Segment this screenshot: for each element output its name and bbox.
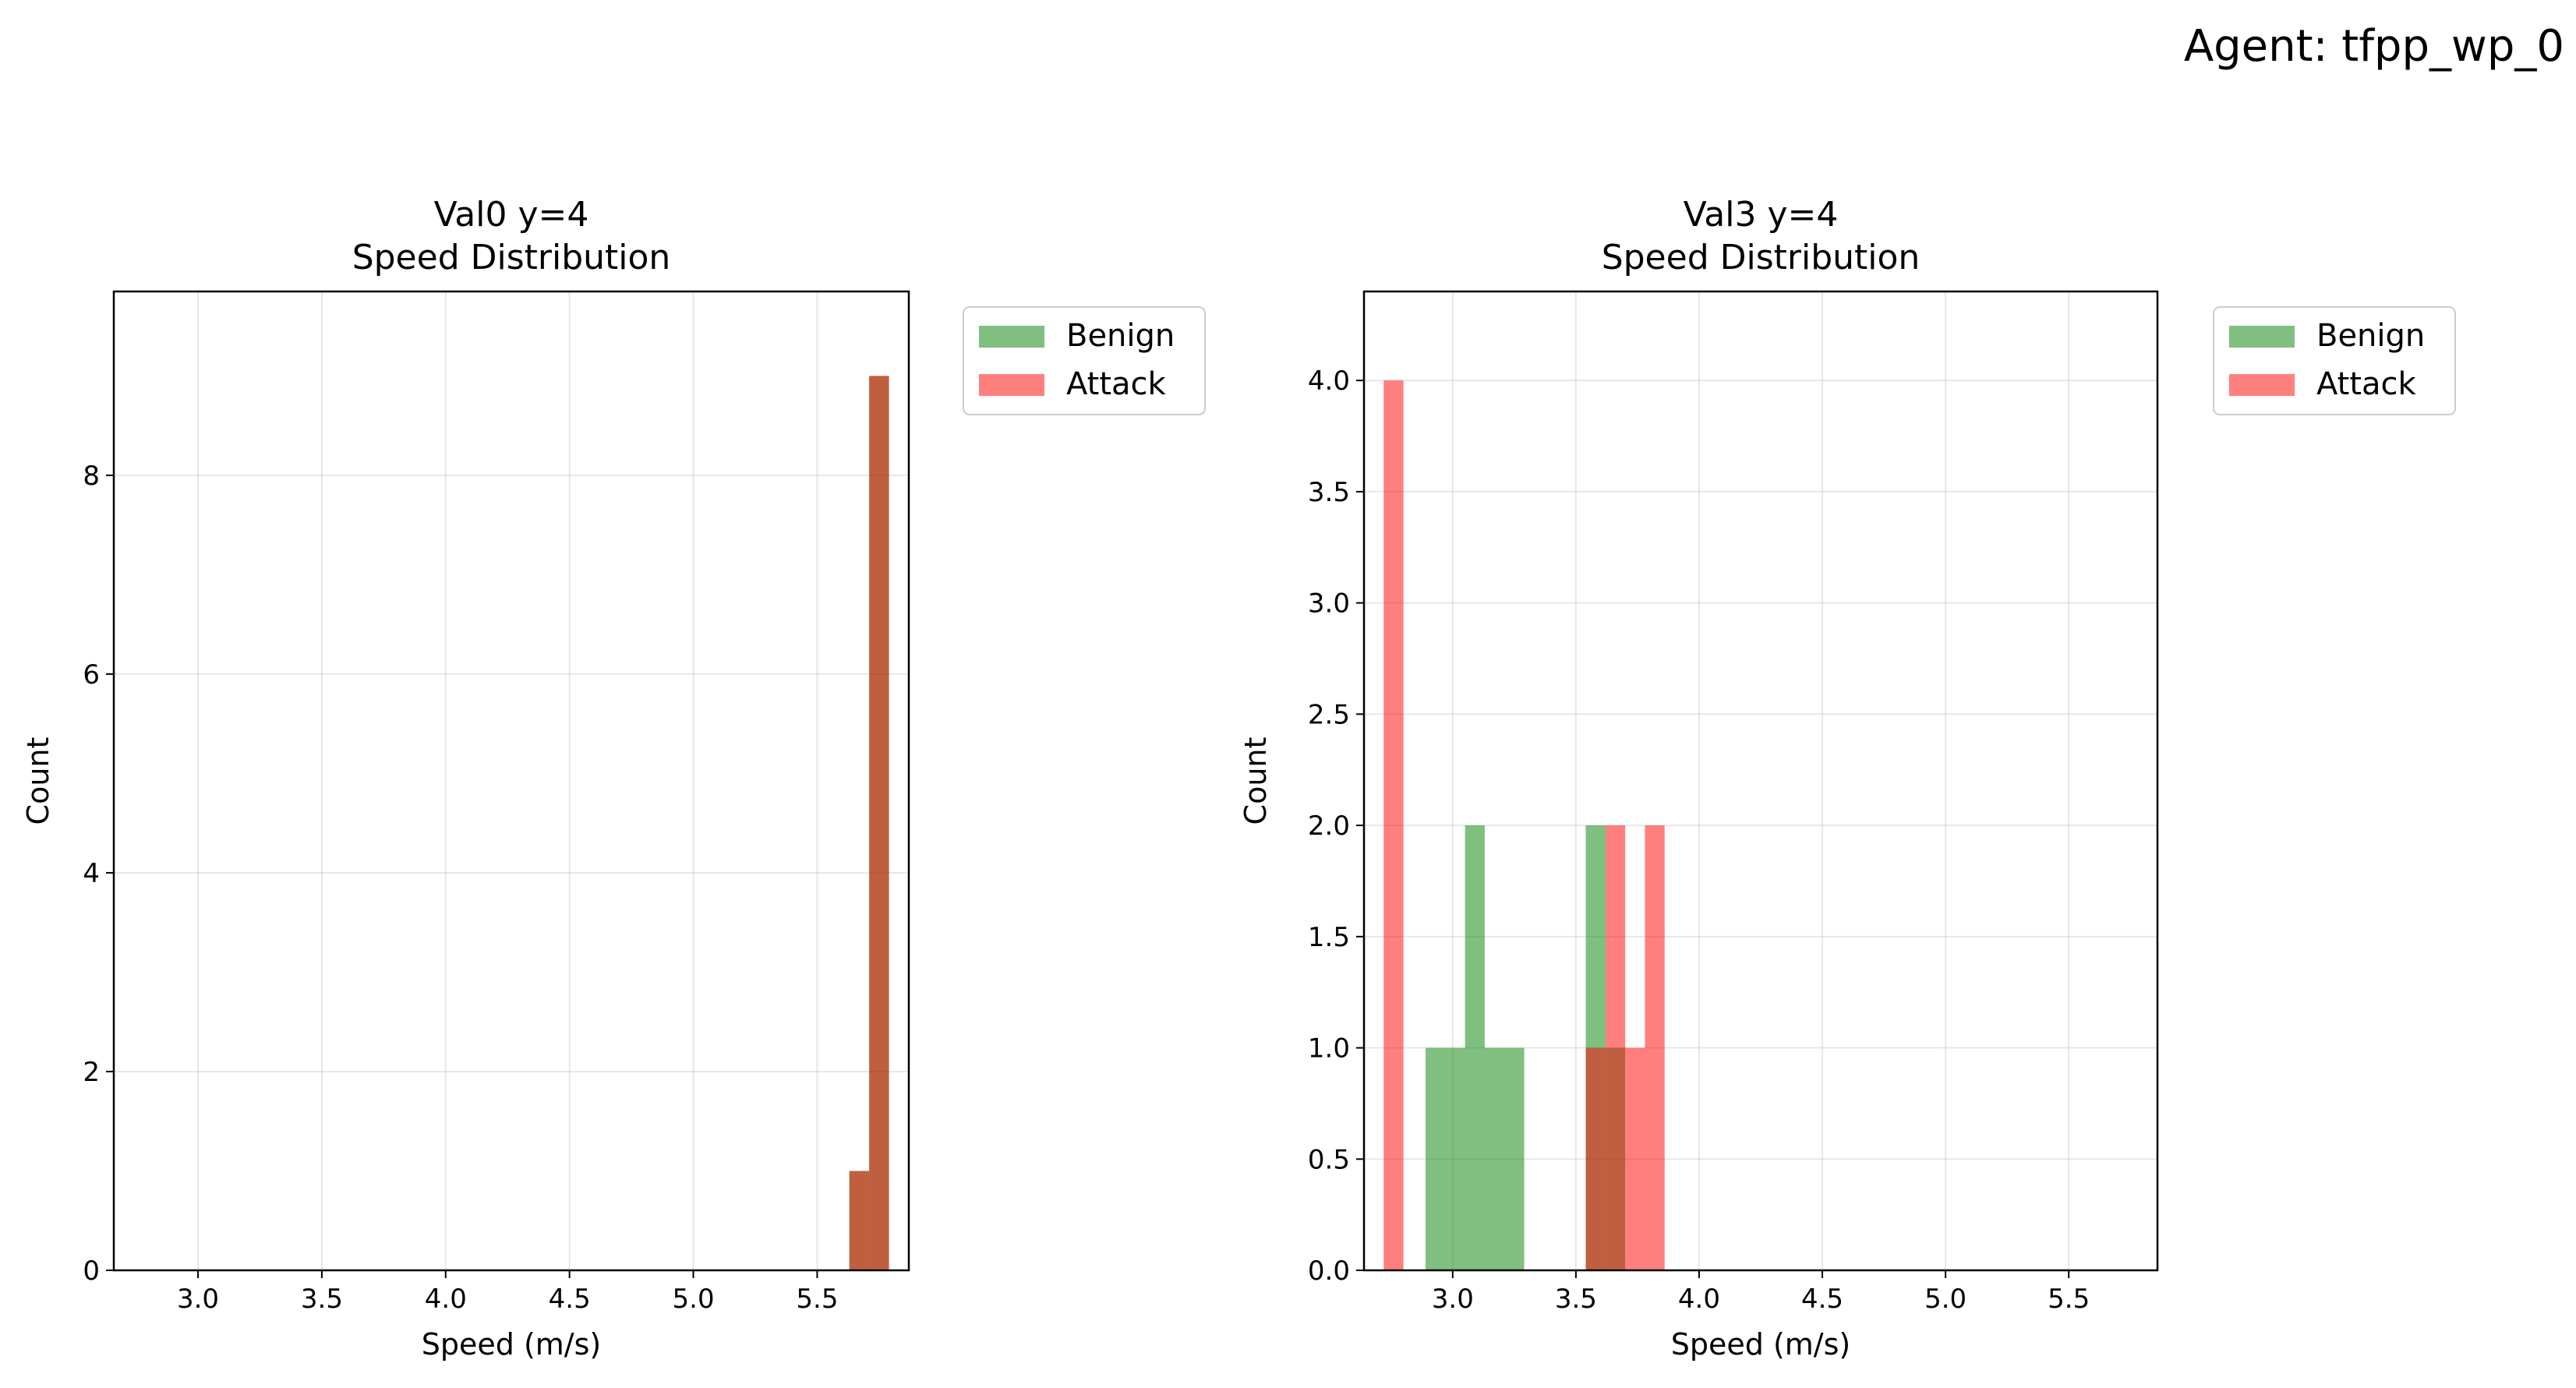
x-tick-label: 4.5	[549, 1284, 591, 1315]
x-tick-label: 3.5	[301, 1284, 343, 1315]
figure-suptitle: Agent: tfpp_wp_0	[2184, 21, 2564, 72]
bar-attack	[1625, 1047, 1645, 1270]
bar-attack	[1383, 380, 1404, 1270]
subplot-title-line2: Speed Distribution	[352, 238, 671, 277]
legend-swatch-benign	[2229, 326, 2295, 348]
subplot-title-line1: Val0 y=4	[434, 195, 589, 235]
legend: Benign Attack	[963, 306, 1206, 415]
x-tick-label: 5.5	[2048, 1284, 2090, 1315]
x-tick-label: 3.0	[1432, 1284, 1474, 1315]
legend-swatch-attack	[2229, 374, 2295, 396]
bar-attack	[869, 376, 889, 1271]
subplot-1: 3.0 3.5 4.0 4.5 5.0 5.5 0.0 0.5 1.0 1.5 2.0 2.5 3.0 3…	[1239, 195, 2456, 1362]
y-tick-label: 0.5	[1308, 1144, 1350, 1175]
x-tick-label: 5.0	[1924, 1284, 1966, 1315]
x-axis-label: Speed (m/s)	[422, 1327, 601, 1362]
legend-label-benign: Benign	[2316, 318, 2425, 354]
subplots-container: 3.0 3.5 4.0 4.5 5.0 5.5 0 2 4 6 8 Speed (m/s) Count V…	[21, 195, 2456, 1362]
y-tick-label: 6	[83, 659, 100, 690]
legend-label-attack: Attack	[1066, 366, 1167, 402]
legend-swatch-benign	[979, 326, 1044, 348]
subplot-title-line2: Speed Distribution	[1602, 238, 1921, 277]
y-axis-label: Count	[21, 737, 55, 825]
legend-swatch-attack	[979, 374, 1044, 396]
x-tick-label: 4.0	[425, 1284, 467, 1315]
axes-frame	[112, 290, 910, 1272]
x-tick-label: 3.5	[1555, 1284, 1597, 1315]
y-tick-label: 4	[83, 858, 100, 889]
x-tick-label: 5.5	[796, 1284, 838, 1315]
legend-label-benign: Benign	[1066, 318, 1175, 354]
bar-benign	[1484, 1047, 1525, 1270]
subplot-title-line1: Val3 y=4	[1684, 195, 1839, 235]
y-tick-label: 2.5	[1308, 699, 1350, 730]
x-axis-label: Speed (m/s)	[1671, 1327, 1850, 1362]
bar-attack	[1605, 825, 1626, 1270]
x-tick-label: 3.0	[177, 1284, 219, 1315]
x-tick-label: 4.0	[1678, 1284, 1720, 1315]
y-tick-label: 1.5	[1308, 922, 1350, 953]
y-tick-label: 8	[83, 461, 100, 492]
subplot-0: 3.0 3.5 4.0 4.5 5.0 5.5 0 2 4 6 8 Speed (m/s) Count V…	[21, 195, 1206, 1362]
bar-benign	[1426, 1047, 1465, 1270]
bar-attack	[1645, 825, 1665, 1270]
y-tick-label: 2.0	[1308, 811, 1350, 842]
x-tick-label: 5.0	[673, 1284, 715, 1315]
y-tick-label: 4.0	[1308, 366, 1350, 397]
bar-attack	[849, 1171, 870, 1270]
x-tick-label: 4.5	[1801, 1284, 1843, 1315]
y-axis-label: Count	[1239, 737, 1273, 825]
y-tick-label: 1.0	[1308, 1033, 1350, 1065]
bar-attack	[1585, 1047, 1606, 1270]
bar-benign	[1465, 825, 1485, 1270]
axes-frame	[1362, 290, 2159, 1272]
legend: Benign Attack	[2213, 306, 2456, 415]
y-tick-label: 0.0	[1308, 1256, 1350, 1287]
y-tick-label: 3.5	[1308, 477, 1350, 508]
legend-label-attack: Attack	[2316, 366, 2417, 402]
y-tick-label: 0	[83, 1256, 100, 1287]
y-tick-label: 2	[83, 1057, 100, 1088]
y-tick-label: 3.0	[1308, 588, 1350, 620]
